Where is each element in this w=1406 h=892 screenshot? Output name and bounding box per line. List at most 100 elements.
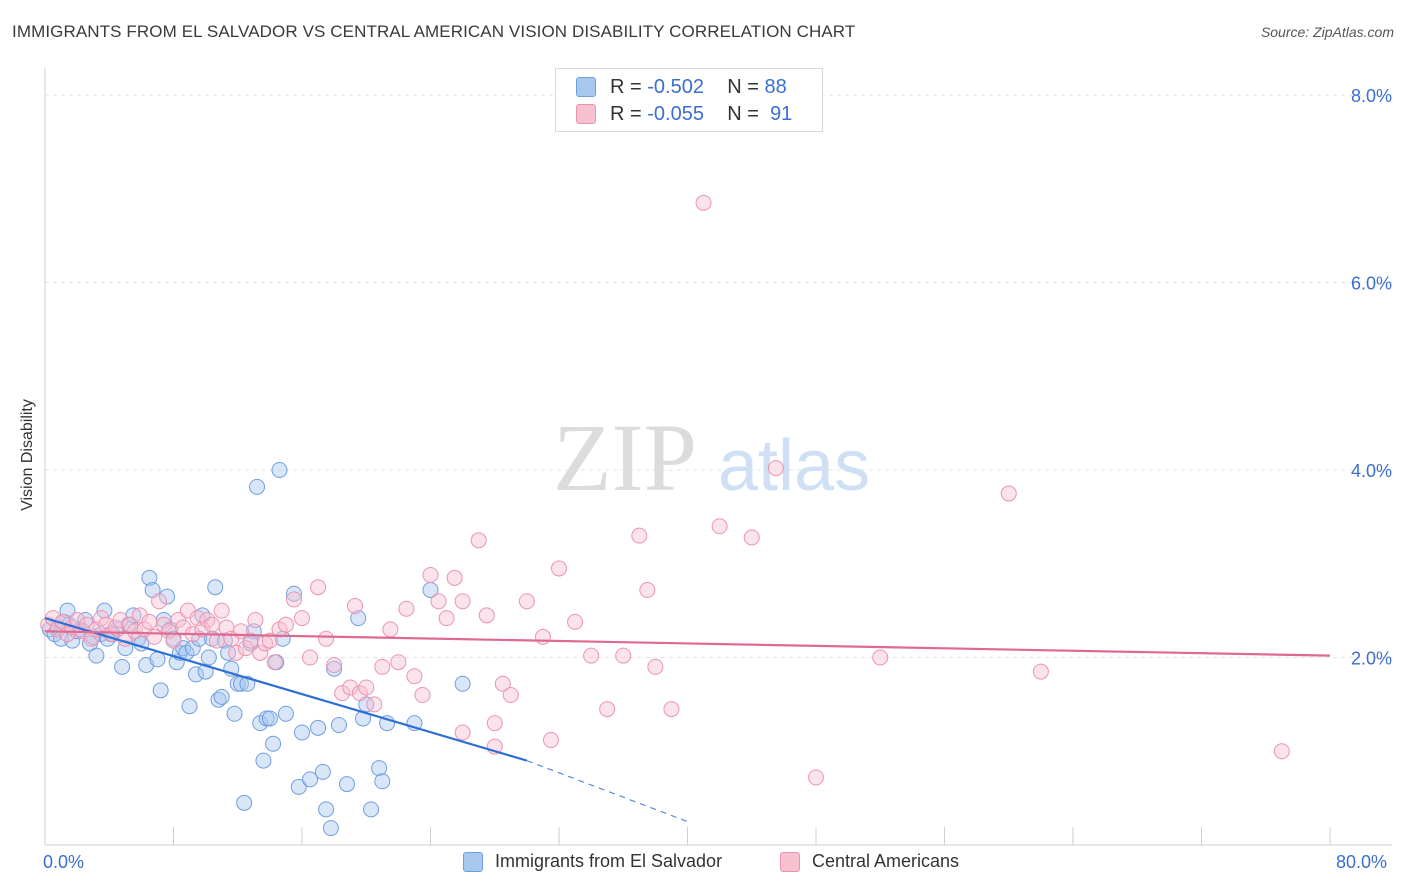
bottom-legend-el-salvador: Immigrants from El Salvador — [463, 851, 722, 872]
point-central-americans — [112, 612, 129, 628]
point-central-americans — [204, 616, 221, 633]
point-central-americans — [302, 649, 319, 666]
point-central-americans — [347, 597, 364, 614]
trend-line-central-americans — [44, 630, 1331, 657]
point-central-americans — [141, 613, 158, 630]
point-central-americans — [351, 685, 368, 702]
point-central-americans — [213, 602, 230, 619]
point-central-americans — [454, 724, 471, 741]
legend-r-label: R = — [610, 75, 642, 98]
point-central-americans — [1273, 743, 1290, 760]
chart-title: IMMIGRANTS FROM EL SALVADOR VS CENTRAL A… — [12, 22, 856, 41]
point-central-americans — [502, 687, 519, 703]
point-central-americans — [398, 600, 415, 617]
legend-r-label: R = — [610, 102, 642, 125]
point-central-americans — [615, 647, 632, 664]
point-central-americans — [199, 612, 216, 628]
point-central-americans — [406, 668, 423, 685]
point-central-americans — [470, 532, 487, 549]
point-el-salvador — [290, 778, 307, 795]
point-central-americans — [252, 644, 269, 661]
point-el-salvador — [285, 585, 302, 602]
y-tick-label: 2.0% — [1351, 649, 1392, 669]
point-central-americans — [326, 657, 343, 673]
point-central-americans — [342, 679, 359, 696]
point-central-americans — [599, 701, 616, 718]
point-el-salvador — [213, 688, 230, 705]
point-central-americans — [310, 579, 327, 596]
point-central-americans — [390, 654, 407, 671]
point-central-americans — [663, 701, 680, 718]
point-central-americans — [583, 647, 600, 664]
point-el-salvador — [187, 666, 204, 683]
point-central-americans — [872, 649, 889, 666]
legend-row-central-americans: R = -0.055 N = 91 — [576, 102, 792, 126]
point-central-americans — [478, 607, 495, 624]
legend-r-value: -0.502 — [647, 75, 704, 98]
point-central-americans — [294, 610, 310, 627]
point-central-americans — [639, 582, 656, 598]
y-tick-label: 6.0% — [1351, 274, 1392, 294]
point-central-americans — [647, 658, 664, 675]
point-el-salvador — [371, 760, 388, 777]
legend-row-el-salvador: R = -0.502 N = 88 — [576, 75, 787, 99]
point-central-americans — [446, 569, 463, 586]
data-points — [40, 194, 1290, 837]
point-el-salvador — [255, 752, 272, 769]
y-tick-label: 4.0% — [1351, 461, 1392, 481]
watermark-atlas: atlas — [718, 426, 870, 506]
point-central-americans — [165, 632, 182, 649]
point-central-americans — [438, 610, 455, 627]
point-central-americans — [551, 560, 567, 577]
point-el-salvador — [277, 705, 294, 722]
point-central-americans — [494, 675, 511, 692]
point-el-salvador — [261, 710, 278, 727]
point-el-salvador — [326, 660, 343, 677]
point-el-salvador — [159, 588, 176, 605]
point-el-salvador — [141, 569, 158, 586]
legend-n-label: N = — [727, 102, 759, 125]
point-el-salvador — [318, 801, 335, 818]
watermark-zip: ZIP — [553, 404, 697, 511]
point-el-salvador — [194, 607, 211, 624]
legend-n-value: 91 — [770, 102, 793, 125]
point-central-americans — [374, 658, 391, 675]
point-central-americans — [277, 616, 294, 633]
legend-swatch-central-americans — [576, 104, 596, 124]
point-el-salvador — [207, 579, 224, 596]
point-el-salvador — [338, 776, 355, 793]
point-el-salvador — [302, 771, 319, 788]
source-label: Source: ZipAtlas.com — [1260, 24, 1394, 40]
point-central-americans — [228, 644, 245, 661]
legend-n-label: N = — [727, 75, 759, 98]
x-tick-label-min: 0.0% — [43, 852, 85, 872]
axes — [44, 68, 1392, 846]
point-central-americans — [131, 607, 148, 624]
point-el-salvador — [294, 724, 310, 741]
point-central-americans — [414, 687, 431, 703]
point-central-americans — [808, 769, 824, 786]
trend-line-el-salvador — [44, 617, 528, 762]
point-el-salvador — [88, 647, 105, 664]
point-central-americans — [146, 628, 163, 645]
point-el-salvador — [200, 649, 217, 666]
point-central-americans — [334, 685, 351, 702]
point-el-salvador — [322, 820, 339, 837]
point-central-americans — [695, 194, 712, 211]
point-central-americans — [454, 593, 471, 610]
point-el-salvador — [149, 651, 166, 668]
point-el-salvador — [374, 773, 391, 790]
bottom-legend-swatch-el-salvador — [463, 851, 483, 872]
point-el-salvador — [454, 675, 471, 692]
point-central-americans — [261, 632, 278, 649]
trend-lines — [44, 617, 1331, 823]
point-central-americans — [247, 612, 264, 628]
point-el-salvador — [330, 717, 347, 733]
point-el-salvador — [117, 640, 134, 657]
point-el-salvador — [181, 698, 198, 715]
point-el-salvador — [249, 478, 266, 495]
grid-lines — [45, 94, 1392, 658]
point-central-americans — [486, 715, 503, 732]
point-central-americans — [542, 732, 559, 748]
